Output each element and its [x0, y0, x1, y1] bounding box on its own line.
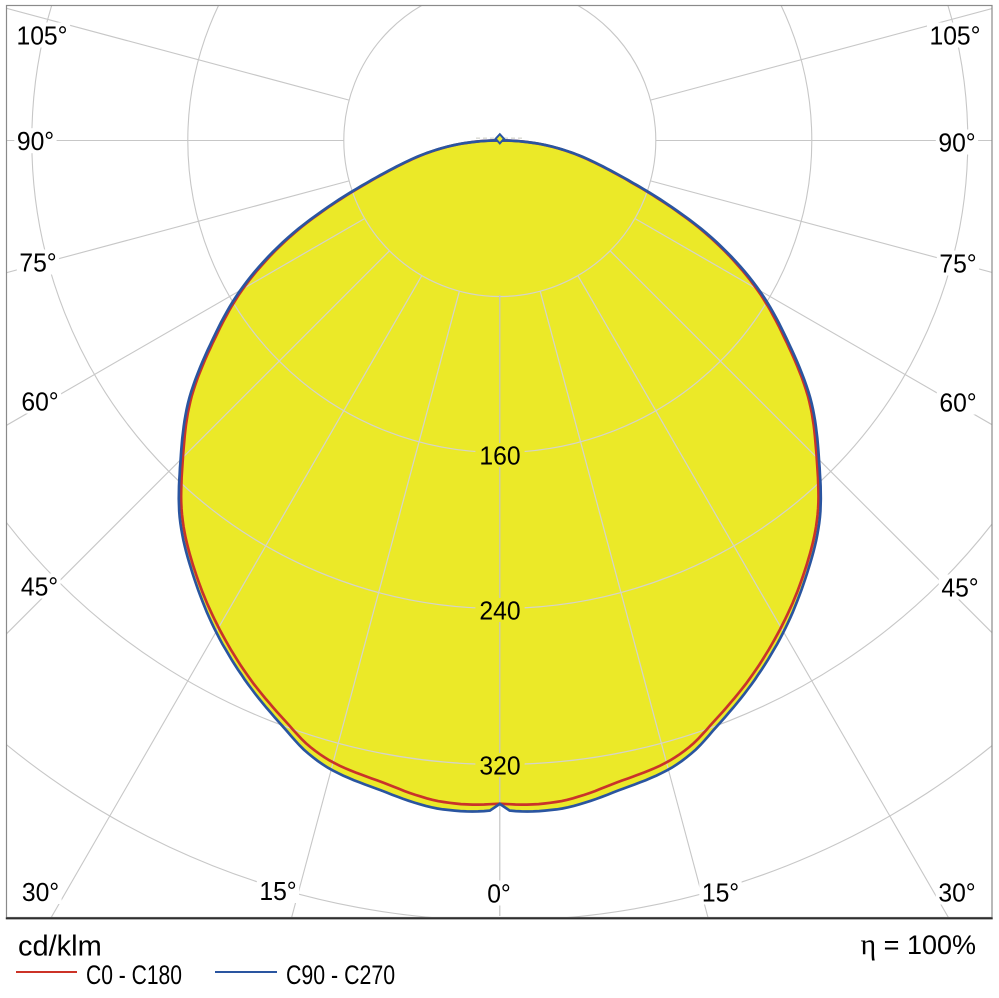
- svg-text:cd/klm: cd/klm: [18, 931, 102, 963]
- svg-text:η = 100%: η = 100%: [860, 928, 976, 961]
- svg-text:320: 320: [479, 752, 520, 781]
- svg-text:60°: 60°: [939, 389, 976, 418]
- svg-text:C90 - C270: C90 - C270: [286, 961, 395, 991]
- svg-text:75°: 75°: [19, 249, 56, 278]
- svg-text:C0 - C180: C0 - C180: [86, 961, 182, 991]
- svg-text:45°: 45°: [21, 573, 58, 602]
- svg-text:15°: 15°: [259, 877, 296, 906]
- svg-text:30°: 30°: [22, 878, 59, 907]
- svg-text:60°: 60°: [21, 388, 58, 417]
- svg-text:15°: 15°: [702, 879, 739, 908]
- svg-text:105°: 105°: [929, 22, 980, 51]
- svg-text:90°: 90°: [17, 128, 54, 157]
- svg-text:0°: 0°: [487, 880, 511, 909]
- svg-text:105°: 105°: [16, 22, 67, 51]
- svg-text:240: 240: [479, 597, 520, 626]
- svg-text:30°: 30°: [938, 879, 975, 908]
- svg-text:90°: 90°: [938, 129, 975, 158]
- svg-text:75°: 75°: [939, 250, 976, 279]
- svg-text:160: 160: [479, 442, 520, 471]
- svg-text:45°: 45°: [941, 574, 978, 603]
